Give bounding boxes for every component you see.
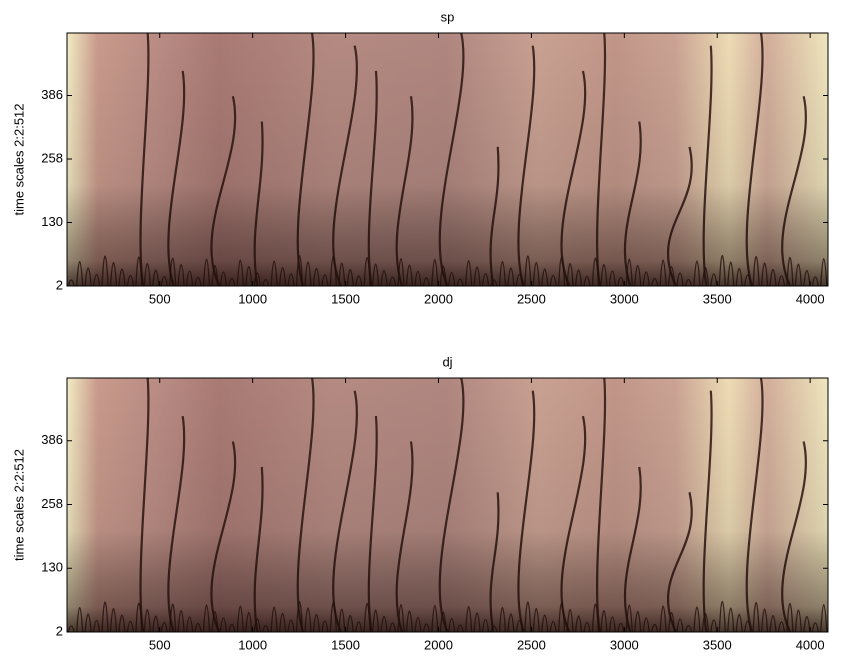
x-tick-label: 2000 (424, 291, 453, 306)
x-tick-label: 1000 (238, 291, 267, 306)
chart-title: sp (441, 9, 455, 24)
x-tick-label: 3000 (610, 637, 639, 652)
heatmap-shade (67, 378, 828, 632)
y-tick-label: 386 (41, 87, 63, 102)
x-tick-label: 3500 (703, 637, 732, 652)
y-axis-label: time scales 2:2:512 (11, 103, 26, 215)
x-tick-label: 2500 (517, 291, 546, 306)
x-tick-label: 4000 (796, 637, 825, 652)
x-tick-label: 500 (149, 637, 171, 652)
y-tick-label: 386 (41, 432, 63, 447)
x-tick-label: 1000 (238, 637, 267, 652)
x-tick-label: 2500 (517, 637, 546, 652)
y-tick-label: 130 (41, 560, 63, 575)
x-tick-label: 1500 (331, 637, 360, 652)
x-tick-label: 500 (149, 291, 171, 306)
y-axis-label: time scales 2:2:512 (11, 449, 26, 561)
y-tick-label: 258 (41, 496, 63, 511)
heatmap-image (67, 377, 828, 633)
y-tick-label: 2 (56, 623, 63, 638)
heatmap-shade (67, 33, 828, 286)
x-tick-label: 4000 (796, 291, 825, 306)
y-tick-label: 258 (41, 150, 63, 165)
y-tick-label: 2 (56, 277, 63, 292)
x-tick-label: 3500 (703, 291, 732, 306)
chart-title: dj (442, 354, 452, 369)
x-tick-label: 3000 (610, 291, 639, 306)
x-tick-label: 2000 (424, 637, 453, 652)
y-tick-label: 130 (41, 214, 63, 229)
x-tick-label: 1500 (331, 291, 360, 306)
heatmap-image (67, 32, 828, 287)
